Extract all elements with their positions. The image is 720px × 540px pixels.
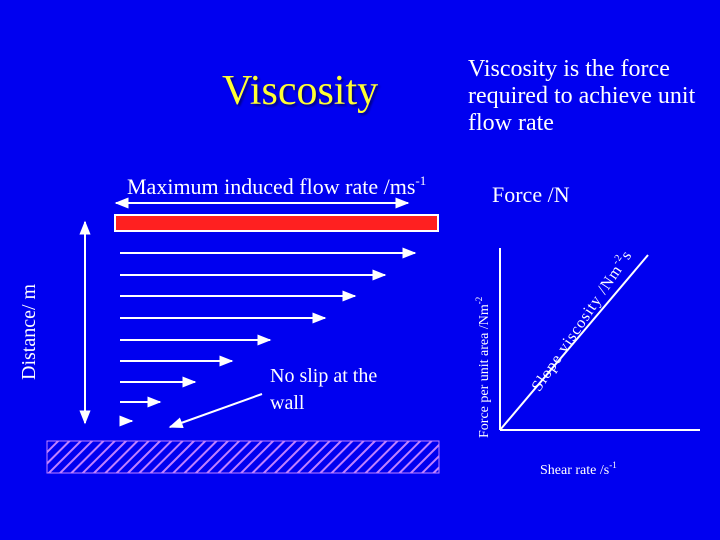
- graph-x-axis-text: Shear rate /s: [540, 463, 610, 478]
- slide-title: Viscosity: [222, 68, 379, 114]
- graph-x-axis-label: Shear rate /s-1: [540, 460, 617, 479]
- top-plate: [114, 214, 439, 232]
- max-flow-rate-label: Maximum induced flow rate /ms-1: [127, 173, 426, 200]
- max-flow-rate-text: Maximum induced flow rate /ms: [127, 174, 416, 199]
- viscosity-definition: Viscosity is the force required to achie…: [468, 56, 696, 136]
- graph-x-axis-sup: -1: [609, 460, 617, 470]
- no-slip-label: No slip at the wall: [270, 365, 378, 414]
- graph-slope-line: [499, 254, 649, 431]
- graph-y-axis-sup: -2: [474, 296, 484, 305]
- graph-y-axis-label: Force per unit area /Nm-2: [474, 297, 493, 438]
- stationary-wall: [46, 440, 440, 474]
- graph-y-axis-text: Force per unit area /Nm: [477, 304, 492, 438]
- force-label: Force /N: [492, 182, 570, 207]
- max-flow-rate-sup: -1: [415, 173, 427, 188]
- no-slip-pointer: [168, 393, 263, 429]
